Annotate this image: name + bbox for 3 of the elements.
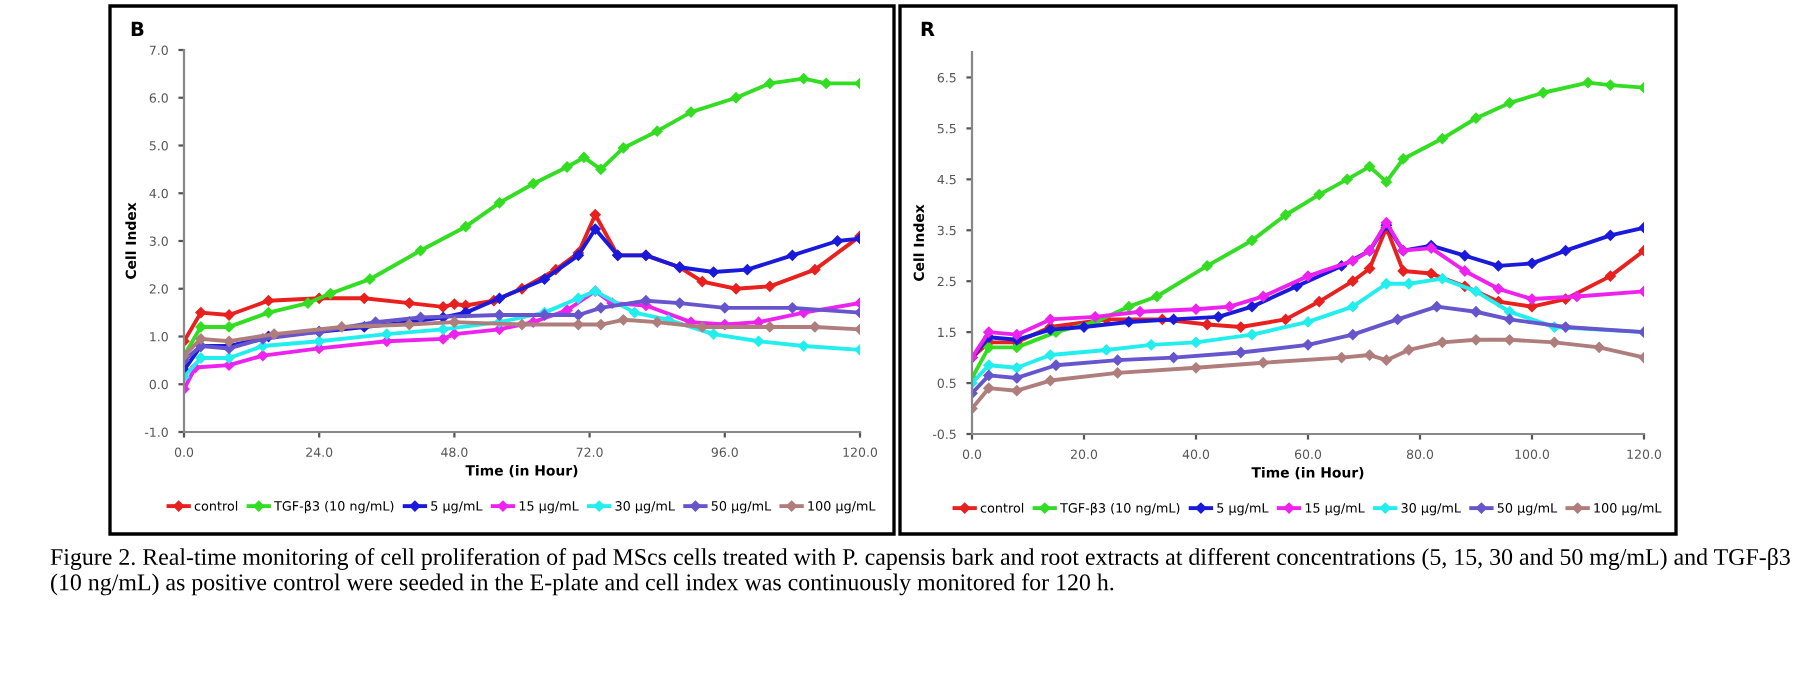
caption: Figure 2. Real-time monitoring of cell proliferation of pad MScs cells treated with P. capensis bark and root extracts at different concentrations (5, 15, 30 and 50 mg/mL) and TGF-β3 (10 ng/mL) as positive control were seeded in the E-plate and cell index was continuously monitored for 120 h. [50, 548, 1790, 596]
chart-title: R [921, 21, 935, 36]
chart-title: B [131, 21, 144, 36]
